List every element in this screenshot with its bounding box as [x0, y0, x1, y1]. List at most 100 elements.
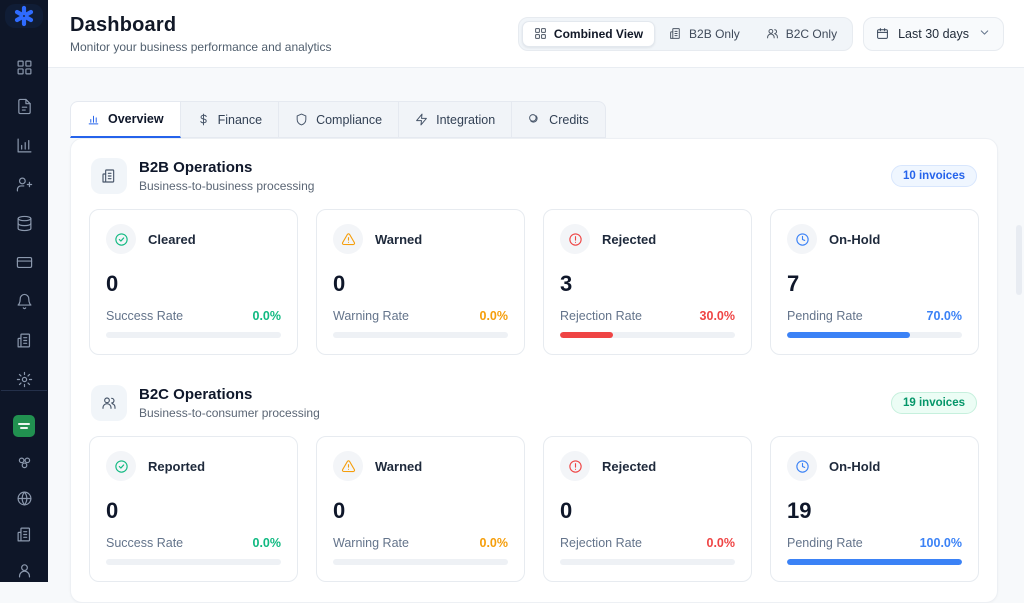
date-range-select[interactable]: Last 30 days — [863, 16, 1004, 51]
sidebar-item-locale-flag[interactable] — [10, 415, 38, 437]
user-plus-icon — [16, 177, 32, 191]
saudi-flag-icon — [13, 415, 35, 437]
card-label: Rejected — [602, 458, 657, 474]
b2c-section-header: B2C Operations Business-to-consumer proc… — [89, 381, 979, 421]
rate-label: Rejection Rate — [560, 536, 642, 550]
stat-card-warned[interactable]: Warned 0 Warning Rate 0.0% — [316, 209, 525, 355]
sidebar-item-organization[interactable] — [10, 329, 38, 351]
sidebar — [0, 0, 48, 582]
rate-value: 0.0% — [479, 309, 509, 323]
tab-credits-label: Credits — [549, 112, 589, 127]
alert-triangle-icon — [333, 224, 363, 254]
sidebar-item-globe[interactable] — [10, 487, 38, 509]
modules-cluster-icon — [18, 457, 30, 468]
stat-card-on-hold[interactable]: On-Hold 7 Pending Rate 70.0% — [770, 209, 979, 355]
sidebar-item-add-user[interactable] — [10, 173, 38, 195]
view-toggle-combined[interactable]: Combined View — [521, 20, 656, 47]
tab-compliance-label: Compliance — [316, 112, 383, 127]
card-label: Cleared — [148, 231, 196, 247]
stat-card-reported[interactable]: Reported 0 Success Rate 0.0% — [89, 436, 298, 582]
card-value: 7 — [787, 271, 800, 296]
dollar-icon — [199, 113, 207, 126]
rate-label: Success Rate — [106, 309, 184, 323]
sidebar-divider — [1, 390, 47, 391]
grid-icon — [535, 28, 546, 39]
check-circle-icon — [106, 451, 136, 481]
clock-icon — [787, 451, 817, 481]
content: Overview Finance Compliance Integration — [48, 68, 1024, 603]
view-toggle-b2c-label: B2C Only — [785, 26, 838, 41]
credit-card-icon — [16, 256, 32, 268]
progress-track — [106, 559, 281, 565]
sidebar-item-company[interactable] — [10, 523, 38, 545]
asterisk-logo-icon — [14, 5, 34, 27]
app-logo[interactable] — [5, 4, 43, 28]
b2c-section-titles: B2C Operations Business-to-consumer proc… — [139, 386, 320, 420]
progress-track — [787, 332, 962, 338]
rate-value: 70.0% — [926, 309, 962, 323]
stat-card-cleared[interactable]: Cleared 0 Success Rate 0.0% — [89, 209, 298, 355]
card-value: 3 — [560, 271, 573, 296]
view-toggle-b2b-label: B2B Only — [689, 26, 740, 41]
sidebar-item-modules[interactable] — [10, 451, 38, 473]
shield-icon — [296, 113, 307, 126]
page-title: Dashboard — [70, 13, 177, 36]
b2b-section-titles: B2B Operations Business-to-business proc… — [139, 159, 314, 193]
stat-card-warned[interactable]: Warned 0 Warning Rate 0.0% — [316, 436, 525, 582]
tab-credits[interactable]: Credits — [512, 101, 606, 138]
sidebar-item-billing[interactable] — [10, 251, 38, 273]
sidebar-item-database[interactable] — [10, 212, 38, 234]
view-toggle-b2c[interactable]: B2C Only — [754, 21, 849, 47]
tab-integration-label: Integration — [436, 112, 496, 127]
page-subtitle: Monitor your business performance and an… — [70, 39, 332, 54]
sidebar-item-dashboard[interactable] — [10, 56, 38, 78]
sidebar-item-settings[interactable] — [10, 368, 38, 390]
alert-triangle-icon — [333, 451, 363, 481]
document-icon — [17, 98, 31, 114]
tab-compliance[interactable]: Compliance — [279, 101, 400, 138]
stat-card-rejected[interactable]: Rejected 0 Rejection Rate 0.0% — [543, 436, 752, 582]
sidebar-primary-nav — [10, 56, 38, 390]
users-icon — [766, 28, 778, 39]
globe-icon — [17, 491, 31, 505]
tab-integration[interactable]: Integration — [399, 101, 513, 138]
rate-value: 0.0% — [252, 309, 282, 323]
tab-overview[interactable]: Overview — [70, 101, 181, 138]
topbar-controls: Combined View B2B Only B2C Only — [517, 16, 1004, 51]
sidebar-item-profile[interactable] — [10, 559, 38, 581]
progress-fill — [560, 332, 613, 338]
rate-label: Rejection Rate — [560, 309, 642, 323]
chevron-down-icon — [978, 26, 991, 42]
bar-chart-icon — [88, 115, 99, 124]
tab-finance[interactable]: Finance — [180, 101, 280, 138]
scrollbar-thumb[interactable] — [1016, 225, 1022, 295]
sidebar-item-notifications[interactable] — [10, 290, 38, 312]
rate-label: Warning Rate — [333, 536, 409, 550]
sidebar-item-documents[interactable] — [10, 95, 38, 117]
building-icon — [91, 158, 127, 194]
card-label: Warned — [375, 231, 423, 247]
card-label: Reported — [148, 458, 206, 474]
progress-track — [106, 332, 281, 338]
card-value: 0 — [106, 498, 119, 523]
alert-circle-icon — [560, 224, 590, 254]
view-toggle: Combined View B2B Only B2C Only — [517, 16, 854, 51]
card-label: Warned — [375, 458, 423, 474]
building-icon — [670, 28, 680, 39]
rate-value: 0.0% — [479, 536, 509, 550]
stat-card-on-hold[interactable]: On-Hold 19 Pending Rate 100.0% — [770, 436, 979, 582]
rate-value: 0.0% — [252, 536, 282, 550]
progress-track — [787, 559, 962, 565]
stat-card-rejected[interactable]: Rejected 3 Rejection Rate 30.0% — [543, 209, 752, 355]
progress-fill — [787, 559, 962, 565]
card-value: 0 — [333, 271, 346, 296]
view-toggle-b2b[interactable]: B2B Only — [657, 21, 752, 47]
sidebar-item-analytics[interactable] — [10, 134, 38, 156]
overview-panel: B2B Operations Business-to-business proc… — [70, 138, 998, 603]
rate-label: Success Rate — [106, 536, 184, 550]
progress-track — [333, 559, 508, 565]
rate-value: 0.0% — [706, 536, 736, 550]
card-value: 0 — [106, 271, 119, 296]
main-area: Dashboard Monitor your business performa… — [48, 0, 1024, 603]
b2b-cards: Cleared 0 Success Rate 0.0% — [89, 209, 979, 355]
